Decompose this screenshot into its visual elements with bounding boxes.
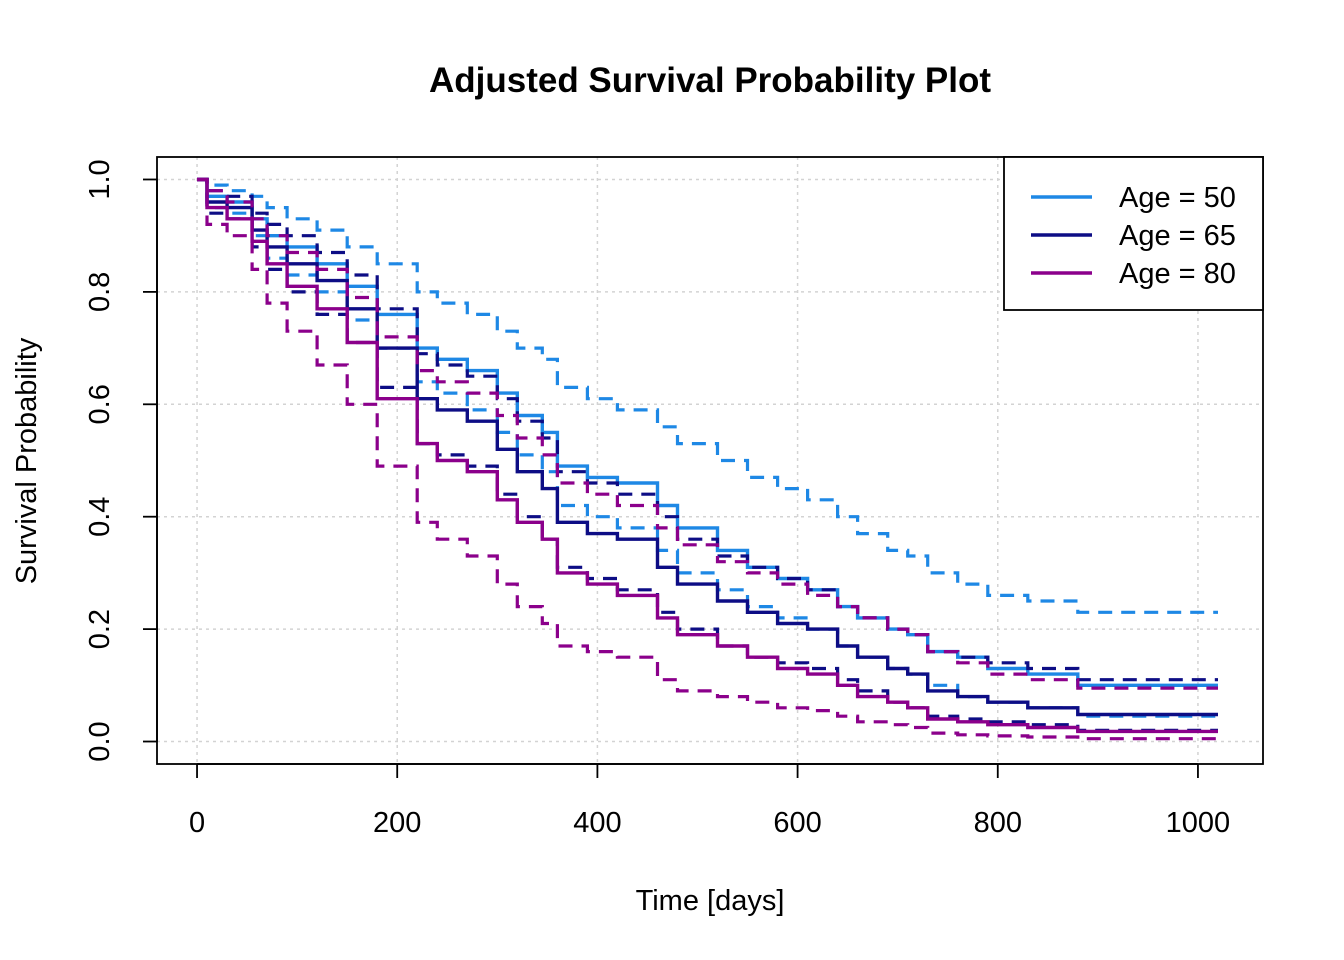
survival-curves	[197, 177, 1218, 741]
x-tick-label: 1000	[1166, 807, 1231, 839]
y-axis: 0.0 0.2 0.4 0.6 0.8 1.0	[84, 159, 158, 762]
chart-title: Adjusted Survival Probability Plot	[429, 61, 991, 100]
legend-label: Age = 80	[1119, 258, 1236, 290]
x-axis: 0 200 400 600 800 1000	[189, 763, 1231, 839]
survival-line	[197, 177, 1218, 734]
legend: Age = 50 Age = 65 Age = 80	[1003, 156, 1264, 311]
x-tick-label: 0	[189, 807, 205, 839]
x-tick-label: 800	[974, 807, 1022, 839]
y-tick-label: 0.4	[84, 497, 116, 537]
survival-line	[197, 177, 1218, 687]
legend-label: Age = 50	[1119, 182, 1236, 214]
x-tick-label: 200	[373, 807, 421, 839]
legend-label: Age = 65	[1119, 220, 1236, 252]
ci-upper-line	[197, 177, 1218, 614]
survival-line	[197, 177, 1218, 717]
y-tick-label: 0.8	[84, 272, 116, 312]
y-tick-label: 1.0	[84, 159, 116, 199]
ci-upper-line	[197, 177, 1218, 690]
grid	[157, 157, 1263, 764]
x-tick-label: 600	[773, 807, 821, 839]
ci-lower-line	[197, 177, 1218, 741]
y-axis-title: Survival Probability	[11, 337, 43, 584]
x-tick-label: 400	[573, 807, 621, 839]
y-tick-label: 0.0	[84, 721, 116, 761]
series-group	[197, 177, 1218, 741]
x-axis-title: Time [days]	[636, 885, 785, 917]
y-tick-label: 0.6	[84, 384, 116, 424]
y-tick-label: 0.2	[84, 609, 116, 649]
ci-upper-line	[197, 177, 1218, 682]
